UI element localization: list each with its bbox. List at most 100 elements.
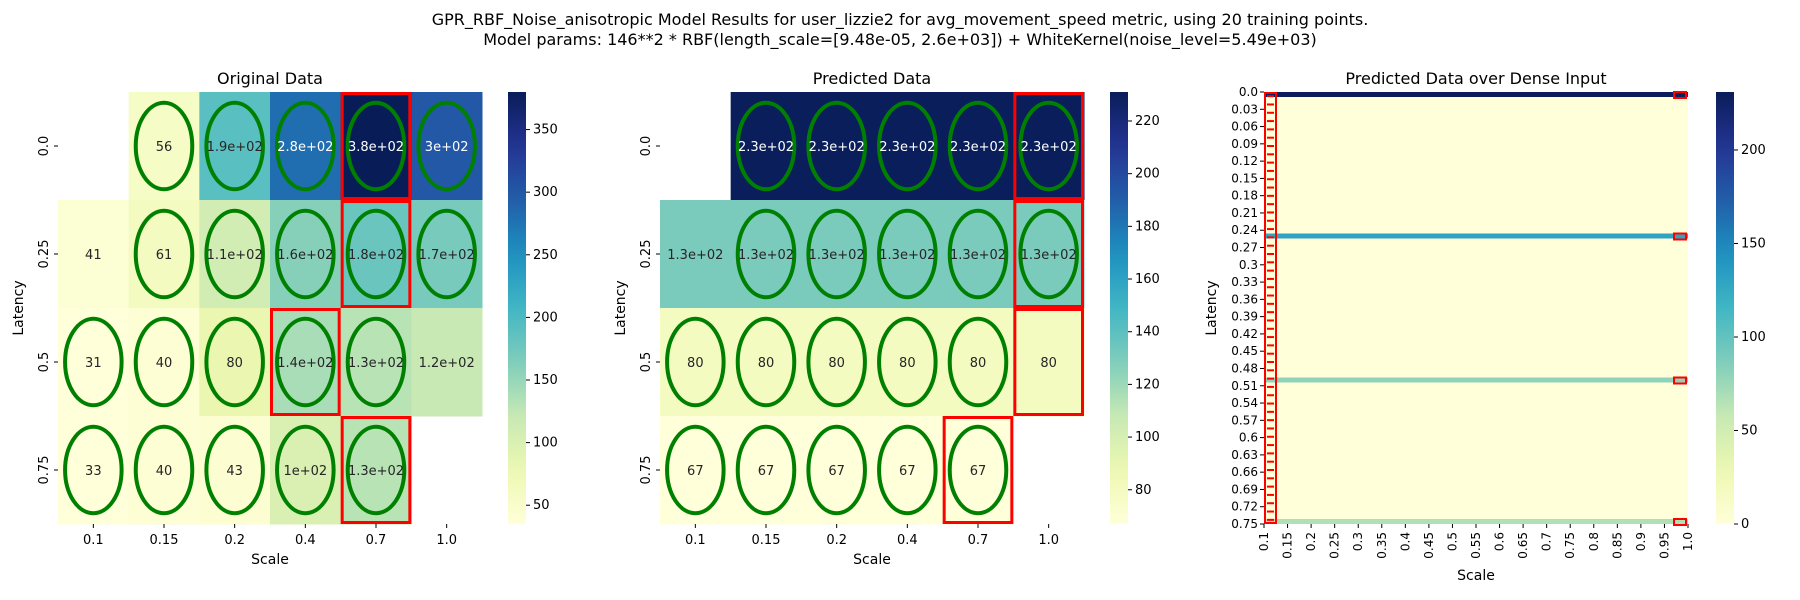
training-point-circle <box>877 316 938 408</box>
training-point-circle <box>275 316 336 408</box>
heatmap-cell <box>872 308 944 417</box>
x-tick-label: 1.0 <box>436 533 457 548</box>
training-point-circle <box>416 208 477 300</box>
original-data-panel: 56 1.9e+02 2.8e+02 3.8e+02 3e+02 41 61 1.1e+02 1… <box>11 69 558 568</box>
y-tick-label: 0.3 <box>1239 258 1258 272</box>
cell-value-label: 1.2e+02 <box>419 356 475 371</box>
cell-value-label: 43 <box>226 464 243 479</box>
x-tick-label: 0.55 <box>1469 532 1483 559</box>
cell-value-label: 1.3e+02 <box>348 464 404 479</box>
colorbar-tick-label: 160 <box>1135 272 1160 287</box>
heatmap-cell <box>1013 308 1085 417</box>
y-tick-label: 0.25 <box>37 240 52 269</box>
heatmap-cell <box>411 92 483 201</box>
cell-value-label: 80 <box>687 356 704 371</box>
heatmap-cell <box>340 308 412 417</box>
x-tick-label: 0.7 <box>1540 532 1554 551</box>
heatmap-cell <box>58 308 130 417</box>
y-tick-label: 0.51 <box>1231 379 1258 393</box>
colorbar-tick-label: 50 <box>1741 423 1758 438</box>
cell-value-label: 67 <box>899 464 916 479</box>
training-point-circle <box>1018 208 1079 300</box>
x-tick-label: 0.2 <box>224 533 245 548</box>
x-tick-label: 0.2 <box>826 533 847 548</box>
y-tick-label: 0.03 <box>1231 102 1258 116</box>
highlight-box <box>340 200 412 308</box>
highlight-box <box>1013 92 1084 200</box>
colorbar-tick-label: 80 <box>1135 483 1152 498</box>
training-point-circle <box>204 208 265 300</box>
heatmap-cell <box>128 200 200 309</box>
cell-value-label: 80 <box>828 356 845 371</box>
colorbar-tick-label: 250 <box>533 248 558 263</box>
training-point-circle <box>806 100 867 192</box>
colorbar-tick-label: 150 <box>533 373 558 388</box>
y-tick-label: 0.57 <box>1231 413 1258 427</box>
dense-prediction-band <box>1264 377 1688 383</box>
cell-value-label: 2.8e+02 <box>277 140 333 155</box>
y-tick-label: 0.45 <box>1231 344 1258 358</box>
training-point-circle <box>345 100 407 192</box>
x-axis-label: Scale <box>251 552 289 568</box>
figure-title-line1: GPR_RBF_Noise_anisotropic Model Results … <box>431 10 1369 29</box>
highlight-box <box>340 416 412 524</box>
y-tick-label: 0.24 <box>1231 223 1258 237</box>
x-tick-label: 0.45 <box>1422 532 1436 559</box>
training-point-circle <box>947 316 1009 408</box>
cell-value-label: 67 <box>970 464 987 479</box>
y-tick-label: 0.18 <box>1231 189 1258 203</box>
y-axis-label: Latency <box>1204 280 1220 335</box>
heatmap-cell <box>1013 200 1085 309</box>
x-tick-label: 0.4 <box>897 533 918 548</box>
y-tick-label: 0.75 <box>639 456 654 485</box>
cell-value-label: 2.3e+02 <box>1021 140 1077 155</box>
x-tick-label: 1.0 <box>1038 533 1059 548</box>
colorbar-tick-label: 100 <box>1135 430 1160 445</box>
x-tick-label: 0.7 <box>968 533 989 548</box>
colorbar-tick-label: 0 <box>1741 517 1749 532</box>
cell-value-label: 1.7e+02 <box>419 248 475 263</box>
y-tick-label: 0.69 <box>1231 482 1258 496</box>
y-tick-label: 0.5 <box>639 352 654 373</box>
colorbar-tick-label: 350 <box>533 123 558 138</box>
highlight-box <box>1013 200 1084 308</box>
heatmap-cell <box>270 416 342 525</box>
cell-value-label: 67 <box>758 464 775 479</box>
heatmap-cell <box>1013 92 1085 201</box>
x-tick-label: 0.5 <box>1445 532 1459 551</box>
y-tick-label: 0.0 <box>639 136 654 157</box>
heatmap-cell <box>730 416 802 525</box>
cell-value-label: 1.4e+02 <box>277 356 333 371</box>
x-tick-label: 0.3 <box>1351 532 1365 551</box>
x-tick-label: 0.8 <box>1587 532 1601 551</box>
cell-value-label: 67 <box>687 464 704 479</box>
heatmap-cell <box>128 416 200 525</box>
cell-value-label: 3.8e+02 <box>348 140 404 155</box>
training-point-circle <box>133 100 195 192</box>
training-point-circle <box>665 424 726 516</box>
colorbar-tick-label: 120 <box>1135 377 1160 392</box>
cell-value-label: 1e+02 <box>283 464 327 479</box>
training-point-circle <box>877 208 938 300</box>
y-tick-label: 0.6 <box>1239 431 1258 445</box>
training-point-circle <box>735 316 797 408</box>
training-point-circle <box>345 316 407 408</box>
training-point-circle <box>735 424 797 516</box>
cell-value-label: 33 <box>85 464 102 479</box>
cell-value-label: 1.3e+02 <box>879 248 935 263</box>
y-tick-label: 0.06 <box>1231 120 1258 134</box>
x-tick-label: 0.15 <box>752 533 781 548</box>
heatmap-cell <box>801 200 873 309</box>
cell-value-label: 2.3e+02 <box>738 140 794 155</box>
colorbar-tick-label: 180 <box>1135 219 1160 234</box>
cell-value-label: 1.3e+02 <box>1021 248 1077 263</box>
x-tick-label: 0.95 <box>1657 532 1671 559</box>
training-point-circle <box>133 316 195 408</box>
cell-value-label: 1.3e+02 <box>738 248 794 263</box>
colorbar-tick-label: 50 <box>533 498 550 513</box>
training-point-circle <box>275 100 336 192</box>
training-point-circle <box>665 316 726 408</box>
training-point-circle <box>806 316 867 408</box>
training-point-circle <box>947 424 1009 516</box>
